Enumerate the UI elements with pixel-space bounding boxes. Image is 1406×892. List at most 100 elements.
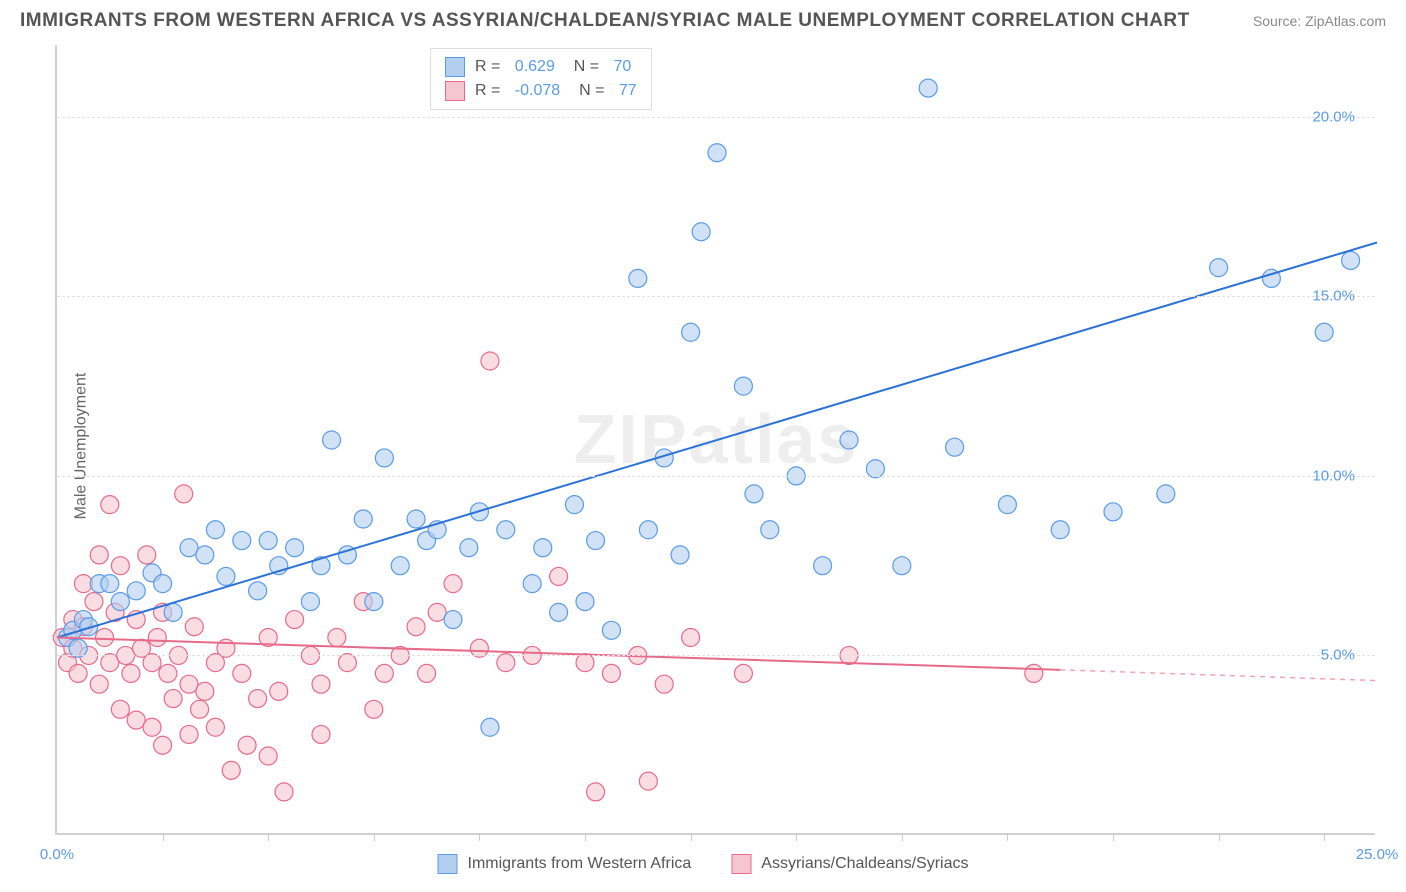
scatter-point (233, 664, 251, 682)
source-attribution: Source: ZipAtlas.com (1253, 13, 1386, 29)
scatter-point (639, 521, 657, 539)
scatter-point (840, 431, 858, 449)
scatter-point (365, 700, 383, 718)
series-legend: Immigrants from Western Africa Assyrians/… (438, 854, 969, 874)
scatter-point (143, 718, 161, 736)
scatter-point (122, 664, 140, 682)
x-tick-mark (1113, 833, 1114, 841)
stat-r-label: R = (475, 58, 505, 76)
scatter-point (111, 593, 129, 611)
scatter-point (196, 682, 214, 700)
legend-swatch (438, 854, 458, 874)
scatter-point (180, 725, 198, 743)
scatter-point (90, 675, 108, 693)
scatter-point (671, 546, 689, 564)
y-tick-label: 15.0% (1312, 288, 1355, 305)
scatter-point (354, 510, 372, 528)
scatter-point (418, 664, 436, 682)
scatter-point (217, 567, 235, 585)
scatter-point (1210, 259, 1228, 277)
trendline (57, 243, 1377, 638)
scatter-point (523, 575, 541, 593)
chart-plot-area: ZIPatlas 5.0%10.0%15.0%20.0%0.0%25.0% (55, 45, 1375, 835)
scatter-point (682, 629, 700, 647)
legend-series-label: Immigrants from Western Africa (468, 855, 692, 873)
scatter-point (497, 521, 515, 539)
x-tick-mark (902, 833, 903, 841)
scatter-point (185, 618, 203, 636)
scatter-plot-svg (57, 45, 1375, 833)
scatter-point (682, 323, 700, 341)
scatter-point (946, 438, 964, 456)
x-tick-label: 0.0% (40, 846, 74, 863)
stat-n-label: N = (570, 82, 609, 100)
gridline (57, 117, 1375, 118)
y-tick-label: 10.0% (1312, 467, 1355, 484)
legend-swatch (445, 81, 465, 101)
scatter-point (1157, 485, 1175, 503)
scatter-point (629, 269, 647, 287)
scatter-point (111, 700, 129, 718)
legend-swatch (445, 57, 465, 77)
x-tick-mark (1007, 833, 1008, 841)
legend-series-item: Assyrians/Chaldeans/Syriacs (731, 854, 968, 874)
scatter-point (148, 629, 166, 647)
x-tick-mark (1324, 833, 1325, 841)
scatter-point (444, 611, 462, 629)
scatter-point (328, 629, 346, 647)
scatter-point (127, 582, 145, 600)
legend-swatch (731, 854, 751, 874)
x-tick-mark (796, 833, 797, 841)
scatter-point (1315, 323, 1333, 341)
scatter-point (206, 718, 224, 736)
x-tick-mark (585, 833, 586, 841)
y-tick-label: 20.0% (1312, 108, 1355, 125)
scatter-point (481, 352, 499, 370)
scatter-point (587, 532, 605, 550)
scatter-point (101, 496, 119, 514)
scatter-point (69, 664, 87, 682)
scatter-point (270, 682, 288, 700)
scatter-point (191, 700, 209, 718)
scatter-point (761, 521, 779, 539)
stat-n-label: N = (565, 58, 604, 76)
scatter-point (655, 675, 673, 693)
x-tick-mark (163, 833, 164, 841)
scatter-point (206, 521, 224, 539)
scatter-point (587, 783, 605, 801)
scatter-point (138, 546, 156, 564)
title-bar: IMMIGRANTS FROM WESTERN AFRICA VS ASSYRI… (20, 10, 1386, 32)
x-tick-mark (374, 833, 375, 841)
scatter-point (222, 761, 240, 779)
scatter-point (154, 575, 172, 593)
scatter-point (259, 532, 277, 550)
scatter-point (391, 557, 409, 575)
scatter-point (85, 593, 103, 611)
scatter-point (1025, 664, 1043, 682)
scatter-point (286, 611, 304, 629)
scatter-point (175, 485, 193, 503)
legend-stats-row: R = -0.078 N = 77 (445, 79, 637, 103)
scatter-point (238, 736, 256, 754)
scatter-point (708, 144, 726, 162)
scatter-point (998, 496, 1016, 514)
stat-r-label: R = (475, 82, 505, 100)
scatter-point (312, 675, 330, 693)
x-tick-mark (691, 833, 692, 841)
scatter-point (814, 557, 832, 575)
scatter-point (576, 593, 594, 611)
correlation-legend: R = 0.629 N = 70R = -0.078 N = 77 (430, 48, 652, 110)
legend-series-label: Assyrians/Chaldeans/Syriacs (761, 855, 968, 873)
gridline (57, 655, 1375, 656)
scatter-point (1051, 521, 1069, 539)
legend-stats-row: R = 0.629 N = 70 (445, 55, 637, 79)
scatter-point (312, 725, 330, 743)
gridline (57, 296, 1375, 297)
scatter-point (1104, 503, 1122, 521)
scatter-point (1342, 251, 1360, 269)
scatter-point (734, 664, 752, 682)
scatter-point (233, 532, 251, 550)
trendline-extrapolated (1060, 670, 1377, 681)
scatter-point (164, 603, 182, 621)
scatter-point (301, 593, 319, 611)
